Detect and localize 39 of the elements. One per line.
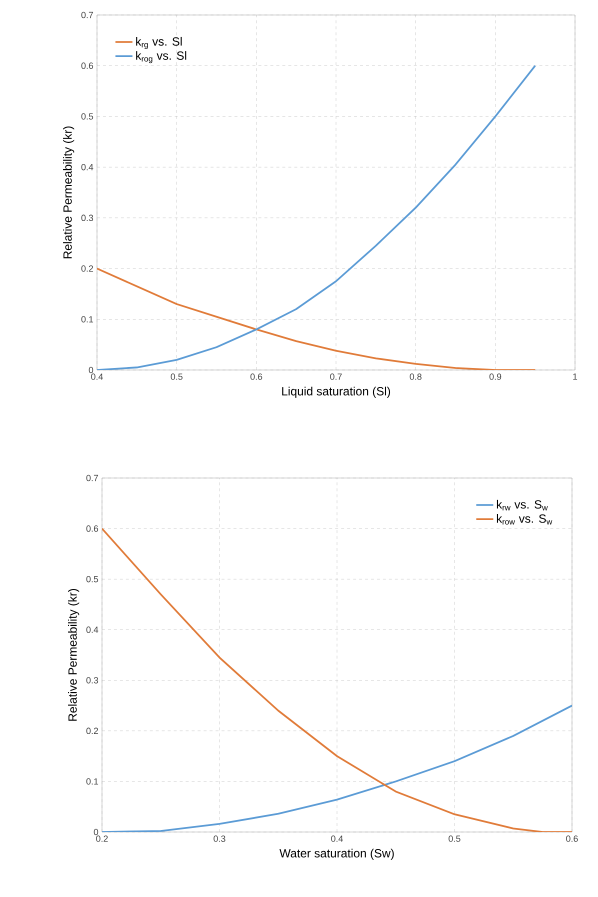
- x-tick-label: 0.5: [170, 374, 183, 380]
- line-series: [97, 64, 536, 370]
- y-tick-label: 0.3: [86, 677, 98, 684]
- line-series: [102, 704, 572, 832]
- y-tick-label: 0.3: [81, 214, 94, 222]
- legend-label: k$_{row}$ vs. S$_{w}$: [496, 514, 552, 525]
- y-tick-label: 0.2: [86, 728, 98, 734]
- y-tick-label: 0.4: [81, 164, 94, 170]
- y-tick-label: 0.1: [86, 778, 98, 785]
- legend-label: k$_{rg}$ vs. Sl: [136, 36, 182, 50]
- y-tick-label: 0: [88, 366, 94, 374]
- legend-label: k$_{rog}$ vs. Sl: [136, 51, 186, 64]
- legend-label: k$_{rw}$ vs. S$_{w}$: [496, 500, 548, 510]
- y-axis-title: Relative Permeability (kr): [63, 126, 74, 258]
- x-tick-label: 0.9: [489, 374, 502, 380]
- x-axis-title: Liquid saturation (Sl): [282, 386, 390, 398]
- x-tick-label: 0.6: [250, 374, 262, 380]
- x-tick-label: 1: [573, 374, 578, 380]
- x-tick-label: 0.7: [330, 374, 342, 380]
- line-series: [102, 528, 572, 832]
- y-axis-title: Relative Permeability (kr): [68, 589, 80, 721]
- y-tick-label: 0.6: [81, 62, 94, 69]
- y-tick-label: 0.7: [86, 474, 98, 482]
- x-axis-title: Water saturation (Sw): [279, 848, 394, 860]
- line-series: [97, 268, 536, 370]
- y-tick-label: 0: [94, 828, 98, 836]
- x-tick-label: 0.5: [448, 836, 460, 842]
- y-tick-label: 0.7: [81, 12, 94, 18]
- y-tick-label: 0.2: [81, 265, 94, 272]
- y-tick-label: 0.5: [81, 113, 94, 120]
- y-tick-label: 0.5: [86, 576, 98, 582]
- x-tick-label: 0.3: [214, 836, 226, 842]
- x-tick-label: 0.6: [566, 836, 578, 842]
- x-tick-label: 0.8: [410, 374, 422, 380]
- x-tick-label: 0.2: [96, 836, 108, 842]
- x-tick-label: 0.4: [331, 836, 343, 842]
- y-tick-label: 0.4: [86, 626, 98, 633]
- y-tick-label: 0.6: [86, 525, 98, 532]
- y-tick-label: 0.1: [81, 316, 94, 322]
